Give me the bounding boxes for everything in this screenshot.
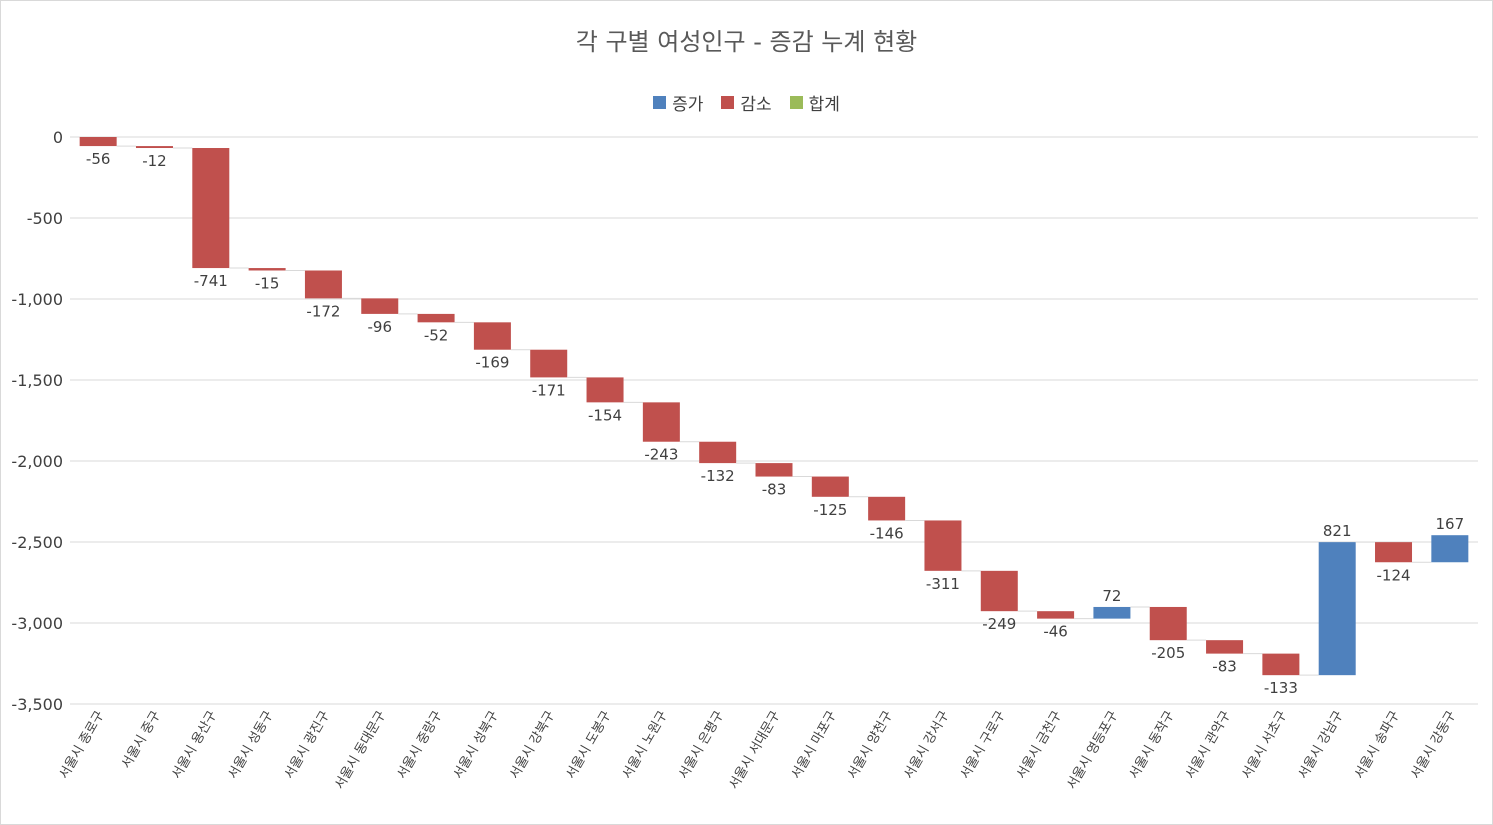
data-label: -171 xyxy=(532,381,566,399)
y-tick-label: 0 xyxy=(53,128,63,147)
x-tick-label: 서울시 중구 xyxy=(119,708,164,771)
x-tick-label: 서울시 영등포구 xyxy=(1064,708,1121,792)
data-label: -249 xyxy=(982,615,1016,633)
x-tick-label: 서울시 강남구 xyxy=(1296,708,1347,781)
data-label: -243 xyxy=(644,446,678,464)
x-tick-label: 서울시 관악구 xyxy=(1183,708,1234,781)
waterfall-bar xyxy=(642,402,680,442)
waterfall-bar xyxy=(699,441,737,464)
legend-label-decrease: 감소 xyxy=(740,95,772,115)
data-label: 821 xyxy=(1323,522,1352,540)
x-tick-label: 서울시 노원구 xyxy=(620,708,671,781)
x-tick-label: 서울시 은평구 xyxy=(676,708,727,781)
data-label: -56 xyxy=(86,150,111,168)
data-label: -83 xyxy=(762,481,787,499)
waterfall-bar xyxy=(1206,640,1244,654)
waterfall-bar xyxy=(79,137,117,147)
legend-swatch-increase xyxy=(653,96,667,109)
data-label: -125 xyxy=(813,501,847,519)
data-label: -169 xyxy=(475,354,509,372)
waterfall-bar xyxy=(811,476,849,497)
x-tick-label: 서울시 도봉구 xyxy=(564,708,615,781)
data-label: -46 xyxy=(1043,623,1068,641)
y-tick-label: -1,500 xyxy=(11,371,63,390)
waterfall-bar xyxy=(1431,535,1469,563)
x-tick-label: 서울시 강서구 xyxy=(901,708,952,781)
y-tick-label: -3,500 xyxy=(11,695,63,714)
x-tick-label: 서울시 송파구 xyxy=(1352,708,1403,781)
legend-item-increase: 증가 xyxy=(653,90,703,115)
x-tick-label: 서울시 광진구 xyxy=(282,708,333,781)
y-tick-label: -2,000 xyxy=(11,452,63,471)
data-label: -133 xyxy=(1264,679,1298,697)
data-label: -15 xyxy=(255,274,280,292)
y-tick-label: -1,000 xyxy=(11,290,63,309)
data-label: -124 xyxy=(1376,566,1410,584)
x-tick-label: 서울시 동작구 xyxy=(1127,708,1178,781)
data-label: 167 xyxy=(1436,515,1465,533)
y-tick-label: -2,500 xyxy=(11,533,63,552)
waterfall-bar xyxy=(530,349,568,378)
data-label: -146 xyxy=(870,524,904,542)
x-tick-label: 서울시 동대문구 xyxy=(332,708,389,792)
waterfall-bar xyxy=(1149,606,1187,641)
data-label: -311 xyxy=(926,575,960,593)
data-label: -96 xyxy=(368,318,393,336)
waterfall-bar xyxy=(192,148,230,269)
data-label: -12 xyxy=(142,152,167,170)
waterfall-bar xyxy=(361,298,399,314)
x-tick-label: 서울시 중랑구 xyxy=(395,708,446,781)
legend-label-increase: 증가 xyxy=(672,95,704,115)
x-tick-label: 서울시 성북구 xyxy=(451,708,502,781)
x-tick-label: 서울시 종로구 xyxy=(57,708,108,781)
y-tick-label: -500 xyxy=(27,209,63,228)
waterfall-bar xyxy=(980,570,1018,612)
data-label: -172 xyxy=(306,302,340,320)
x-tick-label: 서울시 마포구 xyxy=(789,708,840,781)
waterfall-bar xyxy=(417,313,455,323)
legend-swatch-decrease xyxy=(721,96,735,109)
legend-label-total: 합계 xyxy=(808,95,840,115)
waterfall-bar xyxy=(135,146,173,149)
waterfall-bar xyxy=(755,463,793,477)
waterfall-bar xyxy=(248,268,286,271)
waterfall-bar xyxy=(1318,542,1356,676)
waterfall-bar xyxy=(473,322,511,350)
x-tick-label: 서울시 서대문구 xyxy=(727,708,784,792)
waterfall-bar xyxy=(1037,611,1075,619)
x-tick-label: 서울시 금천구 xyxy=(1014,708,1065,781)
data-label: -132 xyxy=(701,467,735,485)
data-label: -83 xyxy=(1212,658,1237,676)
x-tick-label: 서울시 서초구 xyxy=(1239,708,1290,781)
data-label: -154 xyxy=(588,406,622,424)
x-tick-label: 서울시 성동구 xyxy=(226,708,277,781)
waterfall-bar xyxy=(304,270,342,299)
data-label: 72 xyxy=(1102,587,1121,605)
data-label: -741 xyxy=(194,272,228,290)
legend-swatch-total xyxy=(789,96,803,109)
x-tick-label: 서울시 구로구 xyxy=(958,708,1009,781)
data-label: -205 xyxy=(1151,644,1185,662)
x-tick-label: 서울시 강동구 xyxy=(1408,708,1459,781)
waterfall-bar xyxy=(868,496,906,521)
chart-title: 각 구별 여성인구 - 증감 누계 현황 xyxy=(575,28,918,56)
waterfall-bar xyxy=(1093,606,1131,619)
chart-legend: 증가 감소 합계 xyxy=(0,90,1493,115)
x-tick-label: 서울시 강북구 xyxy=(507,708,558,781)
legend-item-decrease: 감소 xyxy=(721,90,772,115)
waterfall-bar xyxy=(586,377,624,403)
waterfall-bar xyxy=(1375,542,1413,563)
waterfall-bar xyxy=(1262,653,1300,676)
legend-item-total: 합계 xyxy=(789,90,840,115)
x-tick-label: 서울시 양천구 xyxy=(845,708,896,781)
waterfall-bar xyxy=(924,520,962,571)
x-tick-label: 서울시 용산구 xyxy=(169,708,220,781)
y-tick-label: -3,000 xyxy=(11,614,63,633)
data-label: -52 xyxy=(424,326,449,344)
